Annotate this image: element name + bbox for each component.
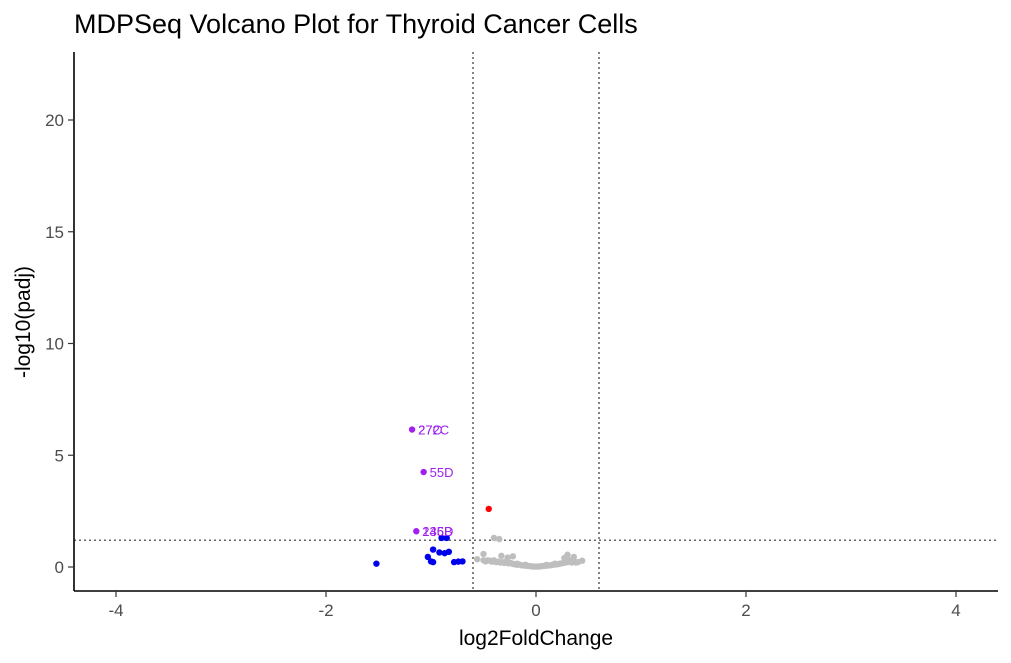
threshold-lines bbox=[74, 52, 998, 591]
point-ns bbox=[551, 560, 559, 567]
x-tick-label: 2 bbox=[741, 601, 750, 620]
point-labeled bbox=[413, 528, 420, 535]
point-ns bbox=[562, 557, 569, 565]
point-labeled bbox=[408, 426, 416, 433]
point-ns bbox=[474, 555, 481, 563]
axes: -4 -2 0 2 4 0 5 10 15 20 bbox=[45, 52, 998, 620]
point-ns bbox=[579, 557, 586, 564]
x-ticks: -4 -2 0 2 4 bbox=[108, 591, 961, 620]
point-ns bbox=[498, 552, 505, 560]
gene-label: 272C bbox=[418, 423, 449, 438]
y-tick-label: 0 bbox=[55, 558, 64, 577]
y-tick-label: 5 bbox=[55, 446, 64, 465]
point-ns bbox=[570, 553, 577, 561]
point-down bbox=[459, 558, 466, 565]
point-down bbox=[429, 546, 437, 553]
x-tick-label: -4 bbox=[108, 601, 123, 620]
gene-label: 27C bbox=[418, 423, 442, 438]
gene-label: 55D bbox=[430, 465, 454, 480]
point-ns bbox=[509, 553, 517, 560]
chart-title: MDPSeq Volcano Plot for Thyroid Cancer C… bbox=[74, 9, 638, 39]
point-ns bbox=[522, 561, 529, 568]
y-tick-label: 15 bbox=[45, 223, 64, 242]
point-ns bbox=[496, 535, 503, 543]
x-axis-title: log2FoldChange bbox=[459, 627, 613, 650]
point-down bbox=[443, 534, 450, 542]
point-ns bbox=[503, 557, 510, 565]
y-ticks: 0 5 10 15 20 bbox=[45, 111, 74, 577]
point-ns bbox=[543, 561, 550, 568]
x-tick-label: 4 bbox=[951, 601, 960, 620]
point-labeled bbox=[420, 468, 427, 476]
data-points bbox=[373, 426, 586, 570]
x-tick-label: 0 bbox=[531, 601, 540, 620]
point-down bbox=[445, 548, 453, 556]
point-ns bbox=[513, 560, 521, 567]
point-ns bbox=[490, 534, 498, 542]
y-tick-label: 20 bbox=[45, 111, 64, 130]
point-down bbox=[424, 553, 432, 561]
gene-label: 246B bbox=[422, 524, 452, 539]
y-tick-label: 10 bbox=[45, 335, 64, 354]
x-tick-label: -2 bbox=[318, 601, 333, 620]
point-ns bbox=[480, 550, 487, 558]
point-down bbox=[438, 534, 445, 542]
point-down bbox=[436, 549, 443, 556]
y-axis-title: -log10(padj) bbox=[12, 266, 35, 378]
gene-label: 135D bbox=[422, 524, 453, 539]
point-down bbox=[373, 560, 380, 567]
point-down bbox=[429, 558, 437, 566]
point-up bbox=[485, 505, 492, 513]
